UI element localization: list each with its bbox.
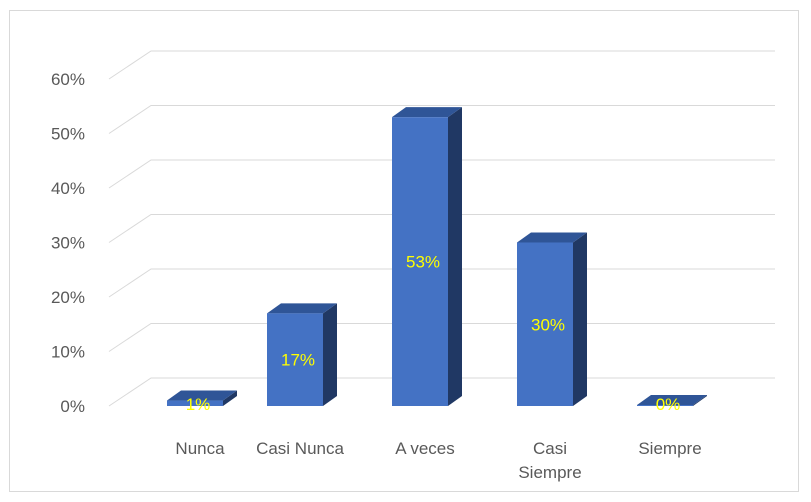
bar-side bbox=[323, 303, 337, 406]
data-label: 1% bbox=[186, 395, 211, 414]
y-tick-label: 40% bbox=[51, 179, 85, 198]
bar-top bbox=[392, 107, 462, 118]
y-tick-label: 10% bbox=[51, 343, 85, 362]
gridline bbox=[108, 159, 775, 189]
y-tick-label: 0% bbox=[60, 397, 85, 416]
gridline bbox=[108, 105, 775, 134]
bar bbox=[267, 313, 323, 406]
bar-side bbox=[448, 107, 462, 407]
bar bbox=[392, 117, 448, 407]
data-label: 30% bbox=[531, 315, 565, 334]
bar-top bbox=[637, 395, 707, 405]
y-tick-label: 30% bbox=[51, 234, 85, 253]
gridline bbox=[108, 214, 775, 243]
bar-side bbox=[693, 395, 707, 406]
bar-side bbox=[223, 390, 237, 406]
y-tick-label: 20% bbox=[51, 288, 85, 307]
y-tick-label: 60% bbox=[51, 70, 85, 89]
bar bbox=[517, 242, 573, 406]
bar-top bbox=[167, 390, 237, 401]
bar-top bbox=[267, 303, 337, 314]
data-label: 53% bbox=[406, 253, 440, 272]
bar bbox=[637, 405, 693, 406]
x-tick-label: Nunca bbox=[175, 439, 225, 458]
data-label: 17% bbox=[281, 351, 315, 370]
data-label: 0% bbox=[656, 395, 681, 414]
x-tick-label: Casi Nunca bbox=[256, 439, 344, 458]
x-tick-label: Siempre bbox=[518, 463, 581, 482]
bar bbox=[167, 400, 223, 406]
bar-side bbox=[573, 232, 587, 406]
bar-top bbox=[517, 232, 587, 243]
y-tick-label: 50% bbox=[51, 125, 85, 144]
x-tick-label: A veces bbox=[395, 439, 455, 458]
x-tick-label: Casi bbox=[533, 439, 567, 458]
gridline bbox=[108, 50, 775, 80]
x-tick-label: Siempre bbox=[638, 439, 701, 458]
